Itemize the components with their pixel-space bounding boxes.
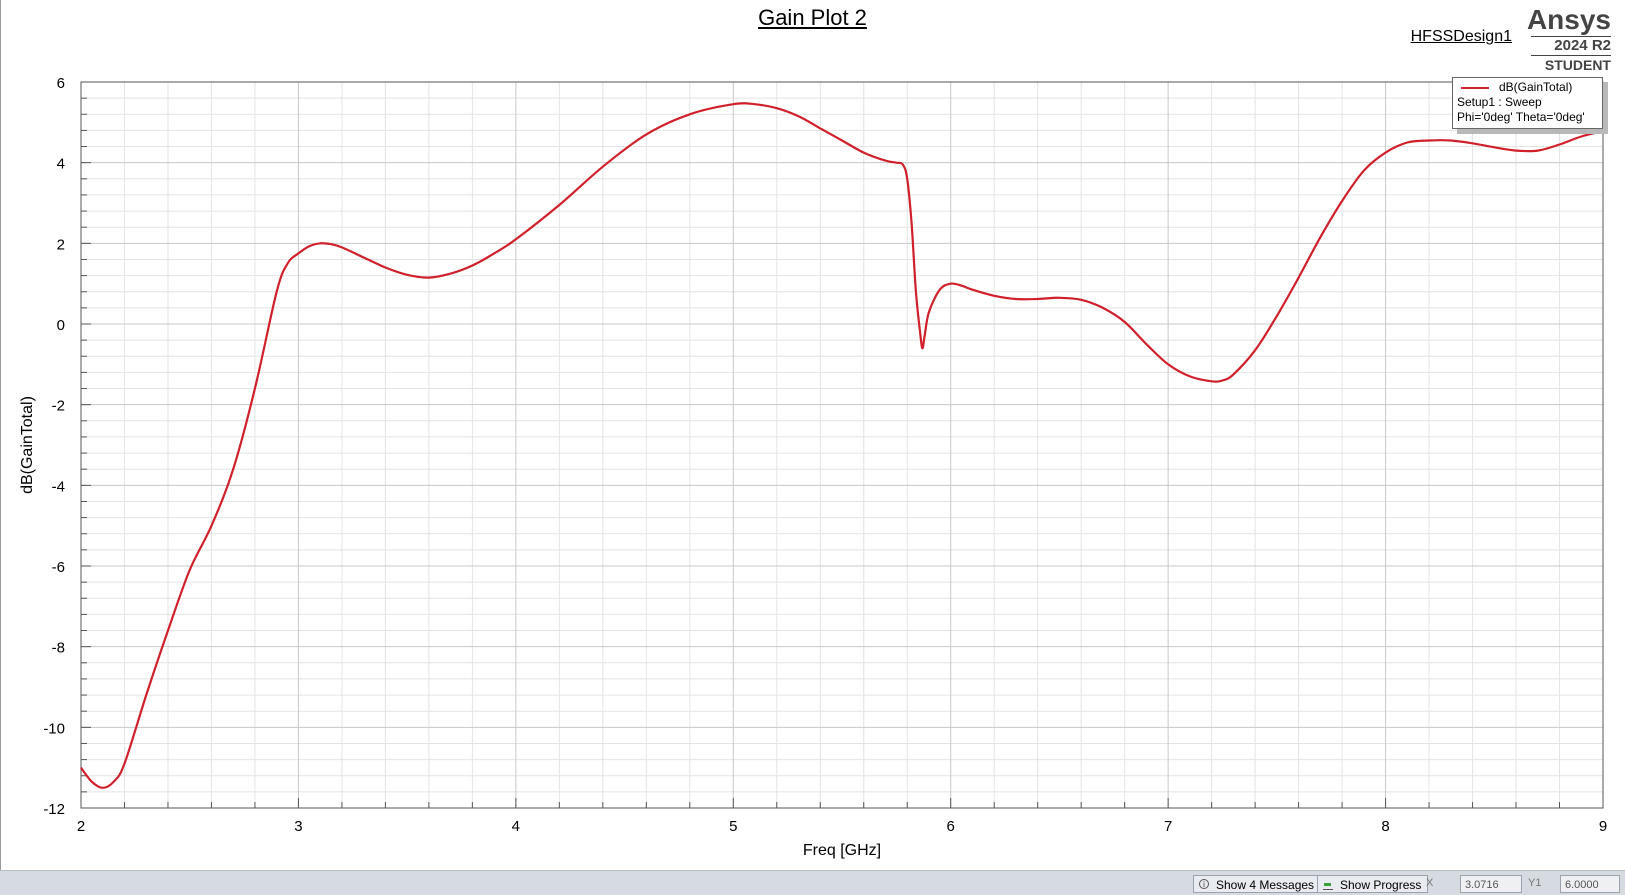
gain-plot-chart[interactable]: 2 3 4 5 6 7 8 9 -12 -10 -8 -6 -4 -2 0 2 4 6 Freq [GHz] d… [0, 0, 1625, 870]
y-tick-label: -2 [52, 398, 65, 415]
design-name: HFSSDesign1 [1410, 28, 1512, 45]
show-messages-button[interactable]: i Show 4 Messages [1193, 875, 1322, 893]
x-tick-label: 2 [77, 818, 85, 835]
minor-grid [81, 82, 1603, 808]
plot-area[interactable] [80, 81, 1604, 809]
show-progress-label: Show Progress [1340, 878, 1422, 892]
y-coord-label: Y1 [1528, 877, 1542, 889]
progress-icon [1323, 879, 1333, 890]
y-tick-labels: -12 -10 -8 -6 -4 -2 0 2 4 6 [43, 75, 65, 818]
show-messages-label: Show 4 Messages [1216, 878, 1315, 892]
legend-swatch [1461, 87, 1489, 89]
y-tick-label: -8 [52, 640, 65, 657]
plot-title: Gain Plot 2 [758, 5, 867, 30]
x-tick-label: 9 [1599, 818, 1607, 835]
major-grid [80, 81, 1604, 809]
y-coord-value: 6.0000 [1560, 875, 1620, 893]
status-bar: i Show 4 Messages Show Progress X 3.0716… [0, 870, 1625, 895]
legend-setup: Setup1 : Sweep [1457, 95, 1542, 109]
legend-series-label: dB(GainTotal) [1499, 80, 1573, 94]
y-tick-label: 0 [57, 317, 65, 334]
x-tick-labels: 2 3 4 5 6 7 8 9 [77, 818, 1607, 835]
y-tick-label: -10 [43, 720, 65, 737]
y-tick-label: -4 [52, 478, 65, 495]
x-coord-value: 3.0716 [1460, 875, 1522, 893]
x-axis-label: Freq [GHz] [803, 842, 881, 859]
y-axis-label: dB(GainTotal) [19, 396, 36, 494]
y-tick-label: 2 [57, 236, 65, 253]
x-tick-label: 8 [1381, 818, 1389, 835]
x-tick-label: 7 [1164, 818, 1172, 835]
y-tick-label: -12 [43, 801, 65, 818]
x-tick-label: 3 [294, 818, 302, 835]
y-tick-label: -6 [52, 559, 65, 576]
series-line-gaintotal [80, 102, 1604, 789]
info-icon: i [1199, 879, 1209, 889]
y-tick-label: 6 [57, 75, 65, 92]
x-tick-label: 4 [512, 818, 520, 835]
window-left-border [0, 0, 1, 870]
x-tick-label: 6 [947, 818, 955, 835]
brand-name: Ansys [1526, 4, 1611, 35]
x-tick-label: 5 [729, 818, 737, 835]
legend-variation: Phi='0deg' Theta='0deg' [1457, 110, 1585, 124]
legend[interactable]: dB(GainTotal) Setup1 : Sweep Phi='0deg' … [1452, 77, 1603, 129]
ansys-logo: Ansys 2024 R2 STUDENT [1525, 4, 1611, 74]
y-tick-label: 4 [57, 156, 65, 173]
x-coord-label: X [1426, 877, 1434, 889]
legend-entry: dB(GainTotal) [1457, 80, 1598, 95]
brand-version: 2024 R2 [1531, 36, 1611, 56]
traces [80, 102, 1604, 789]
show-progress-button[interactable]: Show Progress [1317, 875, 1429, 893]
brand-edition: STUDENT [1544, 57, 1611, 73]
axis-ticks [80, 81, 1604, 809]
